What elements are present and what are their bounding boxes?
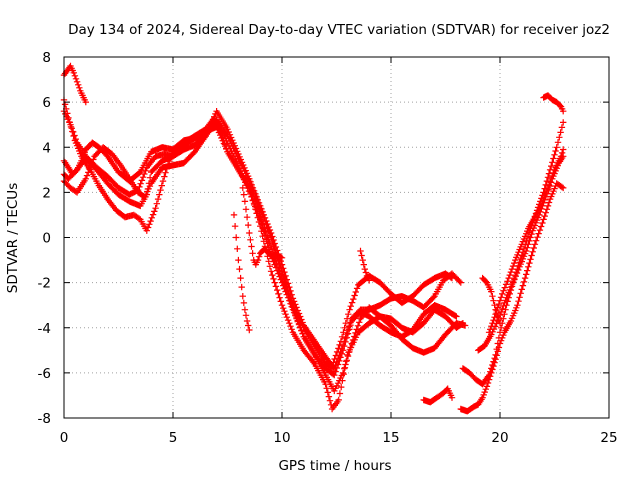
chart-title: Day 134 of 2024, Sidereal Day-to-day VTE… bbox=[68, 22, 610, 38]
series-track-10 bbox=[420, 385, 456, 406]
y-tick-label: -6 bbox=[38, 366, 51, 382]
x-tick-label: 15 bbox=[382, 430, 399, 446]
series-track-9 bbox=[357, 247, 373, 284]
point-markers bbox=[230, 211, 253, 334]
point-markers bbox=[540, 92, 567, 115]
point-markers bbox=[479, 274, 504, 327]
axis-ticks bbox=[63, 56, 610, 419]
y-tick-label: -4 bbox=[38, 321, 51, 337]
tick-labels: 0 5 10 15 20 25 -8 -6 -4 -2 0 2 4 6 8 bbox=[38, 50, 618, 446]
series-track-16 bbox=[540, 92, 567, 115]
x-tick-label: 20 bbox=[491, 430, 508, 446]
y-tick-label: -2 bbox=[38, 276, 51, 292]
y-tick-label: 6 bbox=[42, 95, 51, 111]
series-track-8 bbox=[239, 184, 286, 268]
point-markers bbox=[457, 180, 567, 415]
y-tick-label: 4 bbox=[42, 140, 51, 156]
y-tick-label: -8 bbox=[38, 411, 51, 427]
x-tick-label: 10 bbox=[273, 430, 290, 446]
series-track-7 bbox=[230, 211, 253, 334]
x-tick-label: 0 bbox=[60, 430, 69, 446]
series-track-11 bbox=[457, 180, 567, 415]
y-tick-label: 2 bbox=[42, 185, 51, 201]
x-tick-label: 5 bbox=[169, 430, 178, 446]
x-tick-label: 25 bbox=[600, 430, 617, 446]
series-track-15 bbox=[479, 274, 504, 327]
grid-lines bbox=[64, 57, 609, 418]
x-axis-label: GPS time / hours bbox=[278, 458, 391, 474]
point-markers bbox=[357, 247, 373, 284]
point-markers bbox=[420, 385, 456, 406]
point-markers bbox=[239, 184, 286, 268]
y-tick-label: 0 bbox=[42, 231, 51, 247]
y-tick-label: 8 bbox=[42, 50, 51, 66]
y-axis-label: SDTVAR / TECUs bbox=[5, 183, 21, 293]
